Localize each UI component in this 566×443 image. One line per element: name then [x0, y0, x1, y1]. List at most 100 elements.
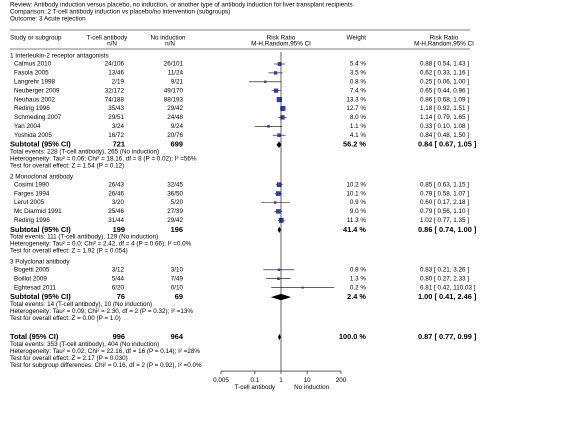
- ci-label: 0.33 [ 0.10, 1.08 ]: [420, 123, 469, 130]
- col-header: No induction: [150, 35, 186, 42]
- summary-diamond: [278, 333, 281, 341]
- note: Total events: 228 (T-cell antibody), 265…: [10, 148, 159, 155]
- summary-weight: 56.2 %: [343, 140, 366, 149]
- note: Heterogeneity: Tau² = 0.09; Chi² = 2.30,…: [10, 308, 193, 315]
- col-header: Risk Ratio: [267, 35, 296, 42]
- col-header: T-cell antibody: [87, 35, 128, 42]
- ci-label: 0.83 [ 0.21, 3.26 ]: [420, 266, 469, 273]
- summary-total: 196: [171, 225, 183, 234]
- events: 9/21: [171, 78, 184, 85]
- events: 88/193: [164, 96, 184, 103]
- events: 9/24: [171, 123, 184, 130]
- weight: 10.1 %: [346, 190, 366, 197]
- outcome: Outcome: 3 Acute rejection: [10, 16, 86, 23]
- note: Total events: 353 (T-cell antibody), 404…: [10, 341, 159, 348]
- x-tick-label: 200: [336, 377, 347, 384]
- summary-ci: 1.00 [ 0.41, 2.46 ]: [418, 292, 477, 301]
- events: 11/24: [168, 70, 184, 77]
- study-name: Reding 1996: [14, 217, 50, 224]
- ci-label: 0.88 [ 0.54, 1.43 ]: [420, 61, 469, 68]
- events: 24/106: [105, 61, 125, 68]
- study-name: Reding 1996: [14, 105, 50, 112]
- summary-total: 76: [117, 292, 125, 301]
- x-tick-label: 10: [304, 377, 312, 384]
- subgroup-title: 3 Polyclonal antibody: [10, 258, 70, 265]
- note: Test for subgroup differences: Chi² = 0.…: [10, 362, 202, 369]
- events: 32/172: [105, 87, 125, 94]
- summary-total: 964: [171, 332, 184, 341]
- summary-ci: 0.87 [ 0.77, 0.99 ]: [418, 332, 477, 341]
- note: Test for overall effect: Z = 1.92 (P = 0…: [10, 247, 128, 254]
- ci-label: 1.02 [ 0.77, 1.35 ]: [420, 217, 469, 224]
- summary-weight: 100.0 %: [339, 332, 367, 341]
- ci-label: 0.79 [ 0.56, 1.10 ]: [420, 208, 469, 215]
- study-name: Lerut 2005: [14, 199, 45, 206]
- weight: 0.8 %: [350, 266, 367, 273]
- summary-ci: 0.84 [ 0.67, 1.05 ]: [418, 140, 477, 149]
- note: Total events: 14 (T-cell antibody), 10 (…: [10, 301, 152, 308]
- study-marker: [277, 277, 280, 281]
- events: 26/101: [164, 61, 184, 68]
- note: Test for overall effect: Z = 0.00 (P = 1…: [10, 315, 121, 322]
- weight: 0.2 %: [350, 284, 367, 291]
- study-marker: [276, 97, 282, 103]
- study-marker: [264, 80, 267, 83]
- events: 7/49: [171, 275, 184, 282]
- col-header: Weight: [347, 35, 367, 42]
- ci-label: 0.60 [ 0.17, 2.18 ]: [420, 199, 469, 206]
- study-marker: [277, 133, 281, 137]
- events: 16/72: [108, 132, 124, 139]
- x-tick-label: 0.005: [213, 377, 229, 384]
- note: Total events: 111 (T-cell antibody), 129…: [10, 233, 158, 240]
- weight: 8.0 %: [350, 114, 367, 121]
- col-header: Study or subgroup: [10, 35, 62, 42]
- events: 20/76: [167, 132, 183, 139]
- study-marker: [301, 286, 304, 289]
- study-name: Farges 1994: [14, 190, 50, 197]
- note: Heterogeneity: Tau² = 0.0; Chi² = 2.42, …: [10, 240, 192, 247]
- col-header: n/N: [165, 41, 175, 48]
- summary-total: 699: [171, 140, 183, 149]
- ci-label: 0.80 [ 0.27, 2.33 ]: [420, 275, 469, 282]
- events: 26/46: [108, 190, 124, 197]
- events: 6/20: [112, 284, 125, 291]
- summary-total: 996: [113, 332, 125, 341]
- events: 74/188: [105, 96, 125, 103]
- summary-weight: 2.4 %: [347, 292, 366, 301]
- study-marker: [280, 115, 285, 120]
- weight: 11.3 %: [347, 217, 367, 224]
- x-label-left: T-cell antibody: [235, 384, 276, 391]
- study-name: Boillot 2009: [14, 275, 47, 282]
- x-tick-label: 0.1: [251, 377, 260, 384]
- note: Heterogeneity: Tau² = 0.02; Chi² = 22.16…: [10, 348, 200, 355]
- ci-label: 1.14 [ 0.79, 1.65 ]: [420, 114, 469, 121]
- study-name: Cosimi 1990: [14, 181, 49, 188]
- study-marker: [273, 71, 278, 75]
- weight: 13.3 %: [346, 96, 366, 103]
- events: 5/20: [171, 199, 184, 206]
- events: 26/43: [108, 181, 124, 188]
- weight: 9.0 %: [350, 208, 367, 215]
- ci-label: 0.79 [ 0.58, 1.07 ]: [420, 190, 469, 197]
- summary-total: 721: [113, 140, 125, 149]
- events: 5/44: [112, 275, 125, 282]
- study-name: Neuberger 2009: [14, 87, 60, 94]
- study-name: Schmeding 2007: [14, 114, 62, 121]
- comparison: Comparison: 2 T-cell antibody induction …: [10, 9, 230, 16]
- study-name: Langrehr 1998: [14, 78, 55, 85]
- study-marker: [280, 105, 286, 112]
- events: 27/39: [167, 208, 183, 215]
- review: Review: Antibody induction versus placeb…: [10, 2, 353, 9]
- summary-weight: 41.4 %: [343, 225, 366, 234]
- ci-label: 0.25 [ 0.06, 1.00 ]: [420, 78, 469, 85]
- weight: 7.4 %: [350, 87, 367, 94]
- study-marker: [276, 209, 281, 214]
- study-name: Yan 2004: [14, 123, 41, 130]
- summary-diamond: [277, 226, 281, 233]
- events: 32/45: [167, 181, 183, 188]
- study-marker: [273, 201, 277, 204]
- summary-label: Subtotal (95% CI): [10, 292, 71, 301]
- weight: 0.8 %: [350, 78, 367, 85]
- weight: 1.3 %: [350, 275, 367, 282]
